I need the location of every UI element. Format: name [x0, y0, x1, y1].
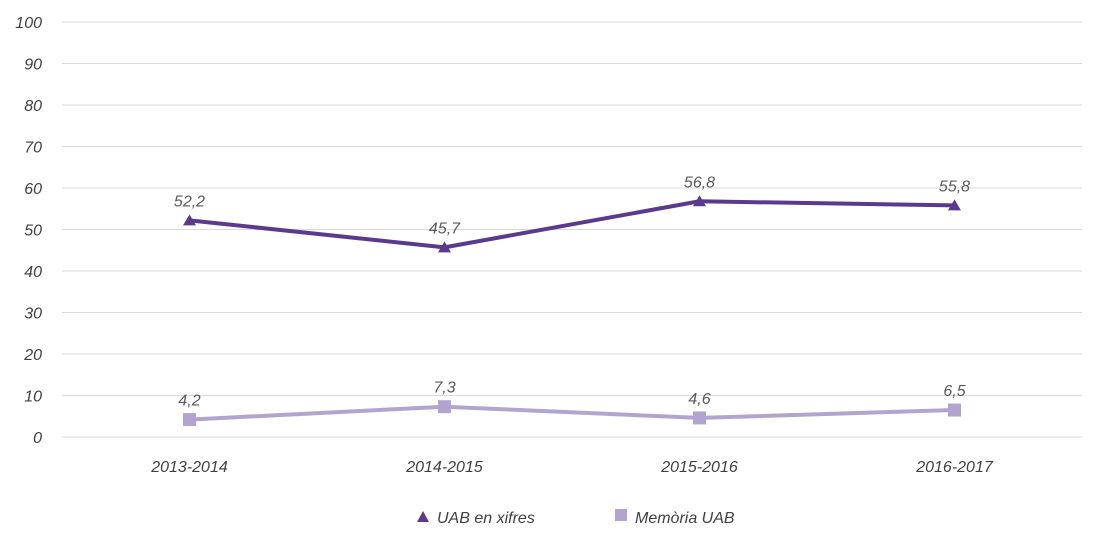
x-tick-label: 2016-2017 — [915, 459, 994, 476]
data-point-triangle — [948, 199, 961, 211]
y-tick-label: 20 — [23, 347, 42, 364]
y-tick-label: 10 — [24, 389, 42, 406]
y-tick-label: 0 — [33, 430, 42, 447]
y-tick-label: 60 — [24, 181, 42, 198]
data-point-square — [183, 413, 196, 427]
series-group — [183, 195, 961, 427]
data-point-triangle — [693, 195, 706, 207]
legend: UAB en xifres Memòria UAB — [417, 509, 735, 527]
data-label: 6,5 — [943, 383, 965, 400]
data-label: 7,3 — [433, 380, 455, 397]
data-point-triangle — [183, 214, 196, 226]
y-tick-label: 40 — [24, 264, 42, 281]
x-axis-ticks: 2013-2014 2014-2015 2015-2016 2016-2017 — [150, 459, 994, 476]
data-label: 4,2 — [178, 393, 200, 410]
y-tick-label: 80 — [24, 98, 42, 115]
y-tick-label: 90 — [24, 57, 42, 74]
data-label: 4,6 — [688, 391, 710, 408]
x-tick-label: 2015-2016 — [660, 459, 738, 476]
legend-triangle-icon — [417, 511, 429, 522]
gridlines — [62, 21, 1082, 438]
data-label: 45,7 — [429, 220, 461, 237]
y-tick-label: 50 — [24, 223, 42, 240]
data-point-square — [948, 403, 961, 417]
y-tick-label: 30 — [24, 306, 42, 323]
y-axis-ticks: 0 10 20 30 40 50 60 70 80 90 100 — [15, 15, 42, 447]
legend-label-0: UAB en xifres — [437, 510, 535, 527]
y-tick-label: 70 — [24, 140, 42, 157]
x-tick-label: 2013-2014 — [150, 459, 228, 476]
data-label: 52,2 — [174, 193, 205, 210]
data-labels: 52,2 45,7 56,8 55,8 4,2 7,3 4,6 6,5 — [174, 174, 970, 409]
data-point-square — [693, 411, 706, 425]
data-label: 56,8 — [684, 174, 715, 191]
data-point-square — [438, 400, 451, 414]
data-point-triangle — [438, 241, 451, 253]
legend-label-1: Memòria UAB — [635, 510, 735, 527]
x-tick-label: 2014-2015 — [405, 459, 483, 476]
data-label: 55,8 — [939, 178, 970, 195]
legend-square-icon — [615, 509, 627, 521]
y-tick-label: 100 — [15, 15, 42, 32]
series-line-1 — [189, 404, 955, 422]
series-line-0 — [189, 199, 955, 250]
